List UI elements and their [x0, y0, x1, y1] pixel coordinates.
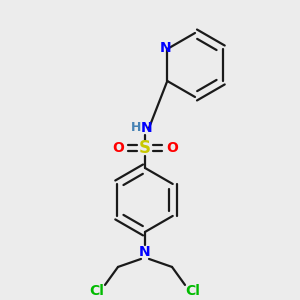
Text: H: H — [131, 122, 141, 134]
Text: S: S — [139, 139, 151, 157]
Text: O: O — [166, 141, 178, 155]
Text: Cl: Cl — [186, 284, 200, 298]
Text: N: N — [139, 245, 151, 259]
Text: O: O — [112, 141, 124, 155]
Text: N: N — [160, 41, 171, 55]
Text: Cl: Cl — [90, 284, 104, 298]
Text: N: N — [141, 121, 153, 135]
